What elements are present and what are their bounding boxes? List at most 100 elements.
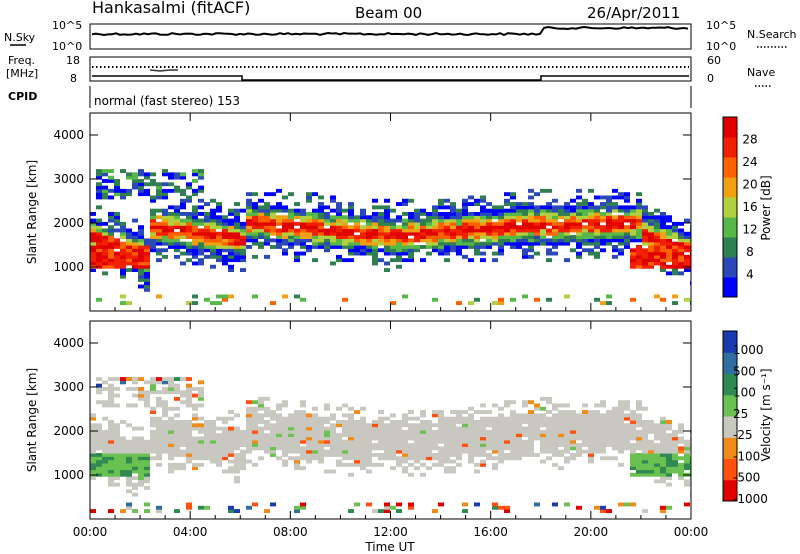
velocity-cell — [156, 400, 162, 405]
power-cell — [534, 235, 540, 239]
power-cell — [678, 254, 684, 259]
velocity-cell — [90, 459, 96, 464]
velocity-cell — [108, 479, 114, 484]
velocity-cell — [474, 469, 480, 474]
power-cell — [246, 208, 252, 213]
power-cell — [114, 254, 120, 259]
velocity-cell — [630, 502, 636, 507]
power-cell — [630, 261, 636, 266]
power-cell — [462, 231, 468, 236]
velocity-cell — [582, 429, 588, 434]
velocity-cell — [276, 429, 282, 434]
velocity-cell — [144, 446, 150, 451]
power-cell — [564, 294, 570, 299]
power-cell — [300, 297, 306, 302]
velocity-cell — [114, 472, 120, 477]
power-cell — [288, 225, 294, 230]
velocity-cell — [132, 492, 138, 497]
power-cell — [228, 258, 234, 263]
velocity-cell — [156, 453, 162, 457]
power-cell — [132, 261, 138, 266]
velocity-cell — [678, 439, 684, 444]
velocity-cell — [354, 449, 360, 454]
power-cell — [360, 231, 366, 236]
power-cell — [612, 215, 618, 220]
power-cell — [456, 301, 462, 305]
velocity-cell — [156, 446, 162, 451]
velocity-cell — [198, 393, 204, 398]
power-cell — [294, 238, 300, 243]
power-cell — [216, 231, 222, 236]
power-cell — [498, 301, 504, 305]
velocity-cell — [666, 505, 672, 510]
velocity-cell — [552, 502, 558, 507]
power-cell — [378, 225, 384, 230]
power-cell — [492, 231, 498, 236]
power-cell — [186, 195, 192, 200]
power-cell — [162, 228, 168, 233]
power-cell — [246, 202, 252, 206]
velocity-cell — [330, 416, 336, 421]
power-cell — [96, 258, 102, 263]
velocity-cell — [594, 449, 600, 454]
power-cell — [348, 251, 354, 256]
power-cell — [540, 208, 546, 213]
power-cell — [252, 225, 258, 230]
velocity-cell — [288, 423, 294, 428]
power-cell — [216, 241, 222, 246]
velocity-cell — [234, 466, 240, 471]
velocity-cell — [420, 413, 426, 418]
velocity-cell — [180, 390, 186, 395]
velocity-cell — [258, 416, 264, 421]
power-cell — [402, 198, 408, 203]
power-cell — [432, 212, 438, 216]
power-cell — [594, 225, 600, 230]
power-cell — [588, 238, 594, 243]
velocity-cell — [390, 413, 396, 418]
power-cell — [276, 202, 282, 206]
velocity-cell — [630, 423, 636, 428]
velocity-cell — [192, 466, 198, 471]
power-cell — [168, 205, 174, 210]
power-cell — [318, 205, 324, 210]
power-cell — [546, 215, 552, 220]
velocity-cell — [468, 459, 474, 464]
power-cell — [180, 235, 186, 239]
power-cell — [90, 221, 96, 226]
velocity-cell — [144, 443, 150, 447]
power-cell — [222, 245, 228, 249]
velocity-cell — [618, 502, 624, 507]
power-cell — [282, 238, 288, 243]
velocity-cell — [168, 446, 174, 451]
velocity-cell — [468, 436, 474, 441]
power-cell — [102, 185, 108, 190]
power-cell — [180, 251, 186, 256]
velocity-cell — [132, 377, 138, 381]
power-cell — [588, 228, 594, 233]
velocity-cell — [630, 413, 636, 418]
power-cell — [138, 261, 144, 266]
power-cell — [108, 195, 114, 200]
velocity-cell — [444, 453, 450, 457]
power-cell — [348, 212, 354, 216]
power-cell — [252, 235, 258, 239]
nsearch-tick-bottom: 10^0 — [706, 40, 736, 53]
power-cell — [642, 225, 648, 230]
power-cell — [162, 188, 168, 193]
velocity-cell — [474, 420, 480, 424]
power-cell — [396, 231, 402, 236]
velocity-cell — [672, 459, 678, 464]
velocity-cell — [480, 436, 486, 441]
velocity-cell — [582, 423, 588, 428]
power-cell — [642, 235, 648, 239]
velocity-cell — [144, 400, 150, 405]
power-cell — [516, 235, 522, 239]
velocity-cell — [660, 459, 666, 464]
velocity-cell — [444, 429, 450, 434]
power-cell — [114, 212, 120, 216]
velocity-cell — [150, 443, 156, 447]
power-cell — [216, 238, 222, 243]
power-cell — [126, 301, 132, 305]
velocity-cell — [312, 433, 318, 438]
power-cell — [654, 245, 660, 249]
